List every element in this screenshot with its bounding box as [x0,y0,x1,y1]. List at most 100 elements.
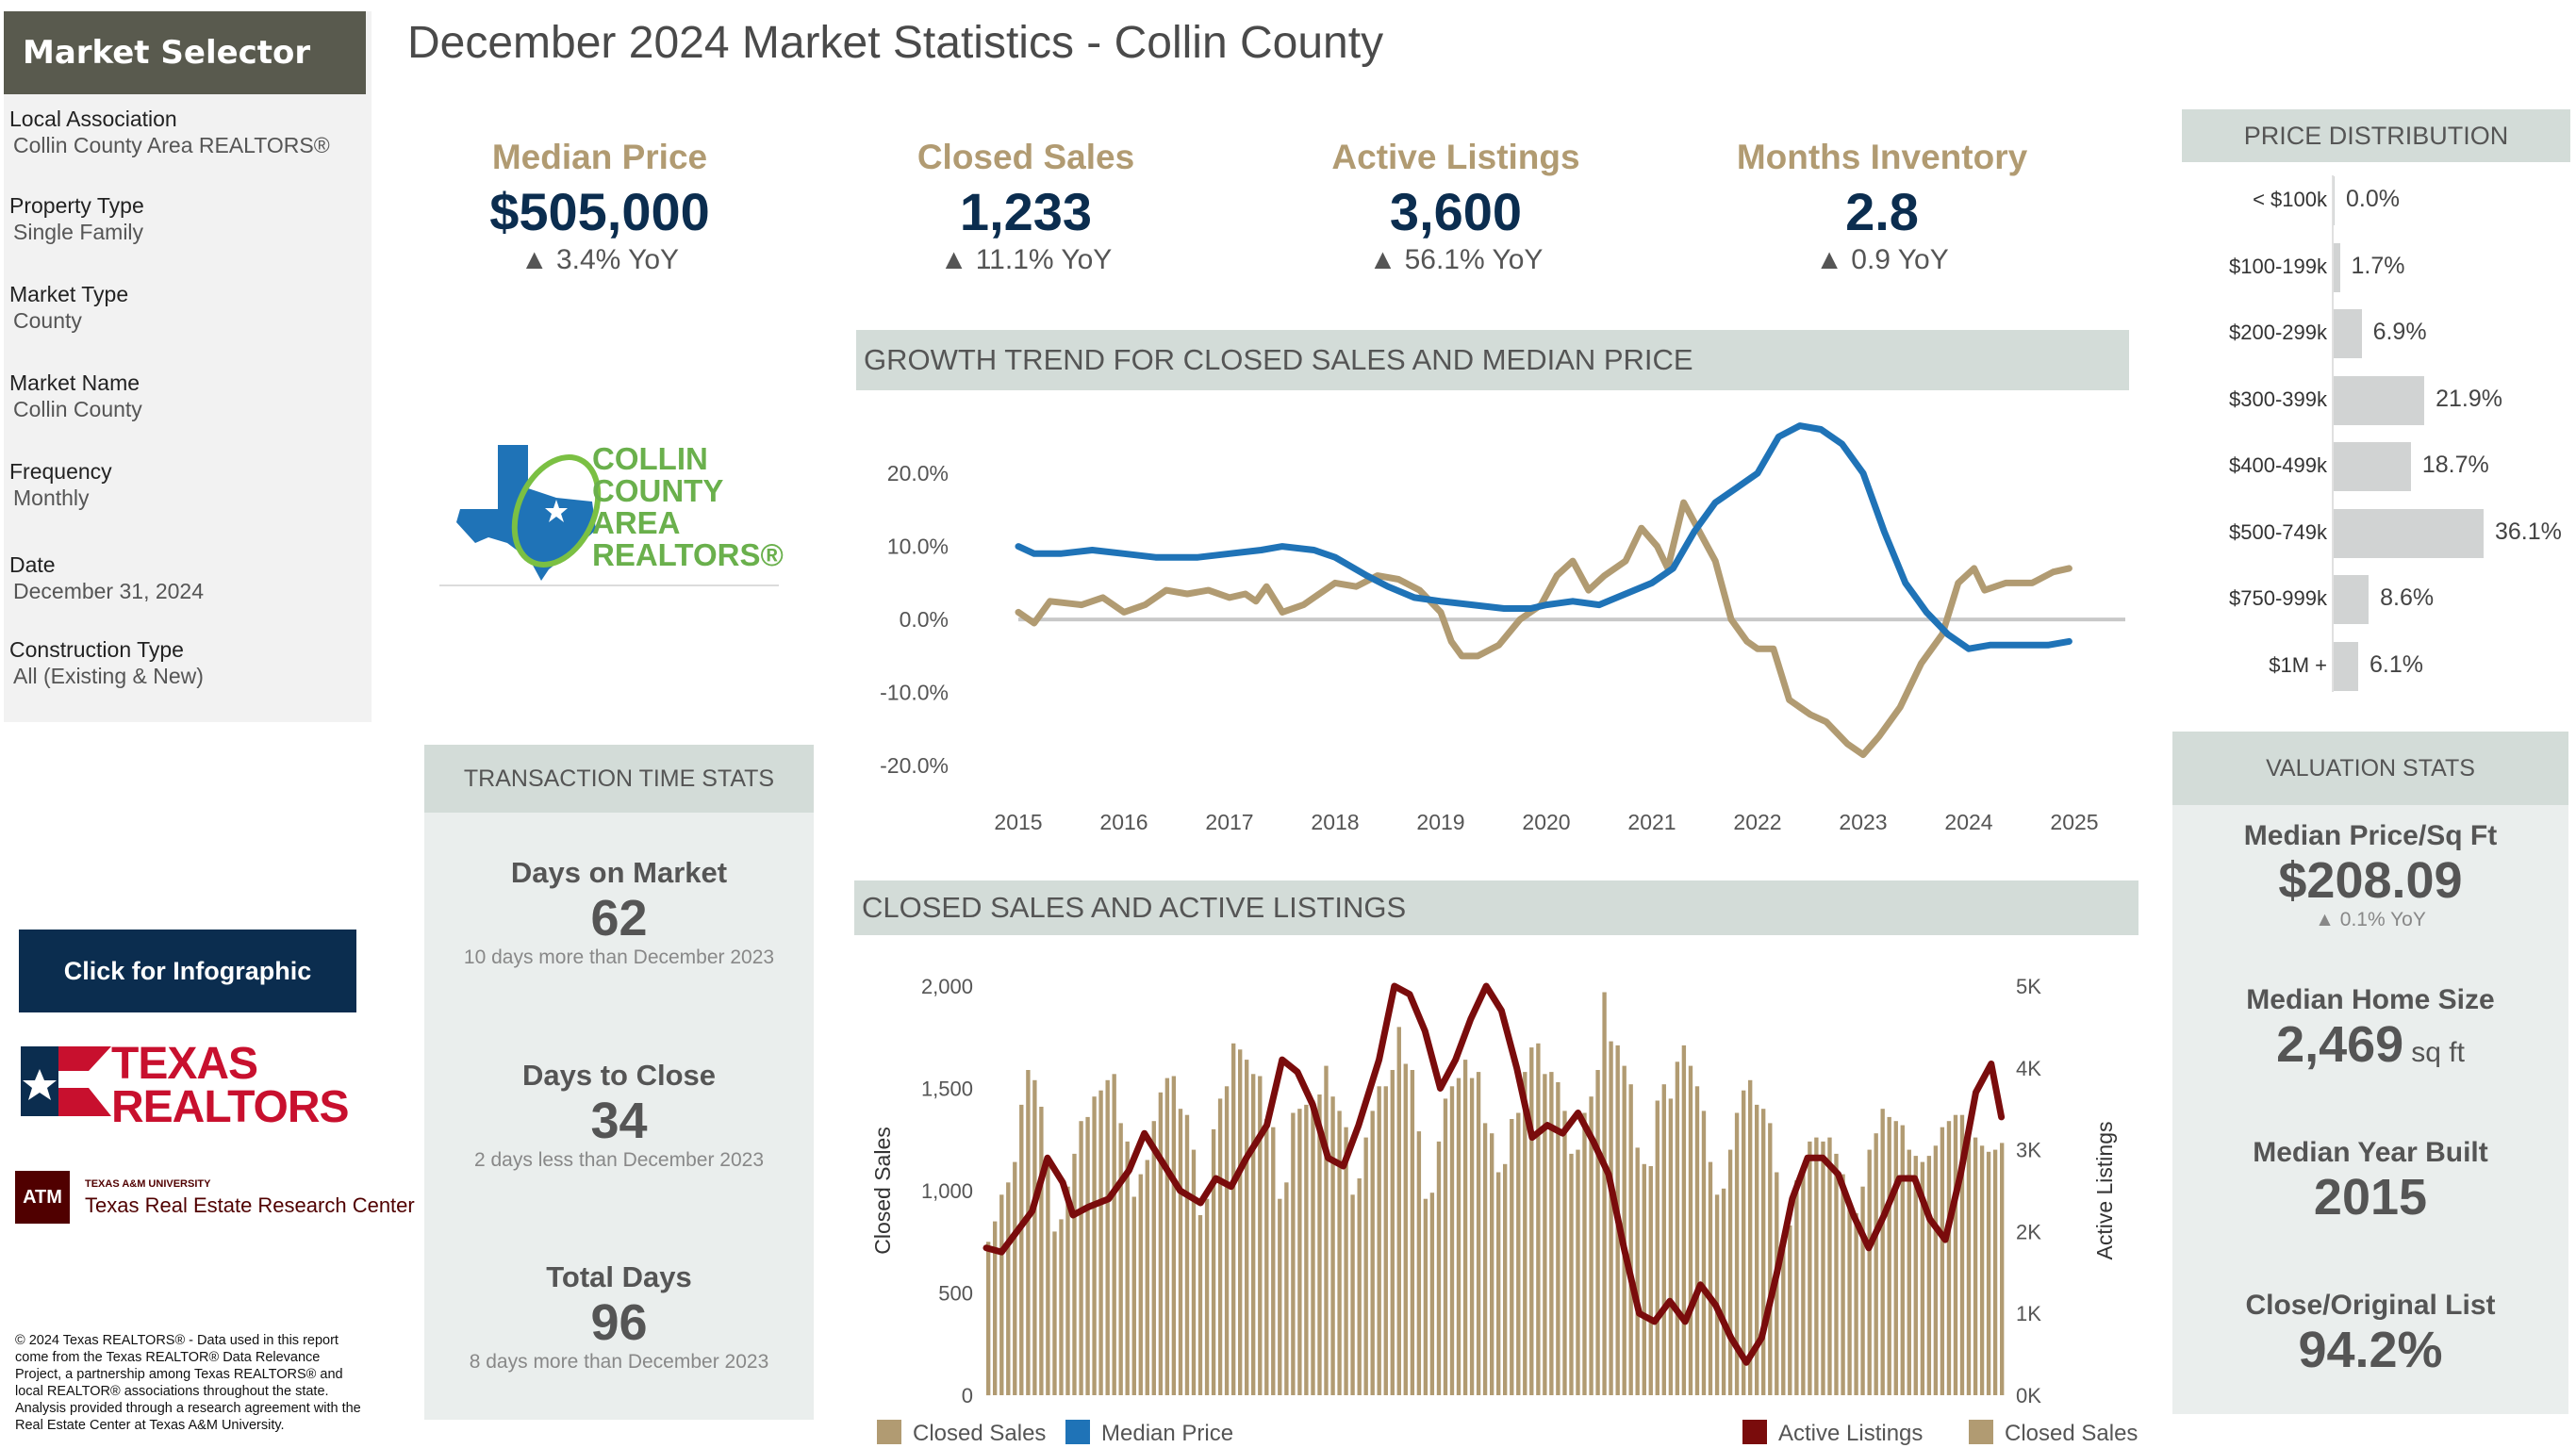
closed-sales-bar [1755,1104,1759,1395]
closed-sales-bar [1046,1156,1050,1395]
kpi-yoy: ▲ 3.4% YoY [520,244,680,275]
valuation-stats-title: VALUATION STATS [2172,732,2568,805]
closed-sales-bar [1324,1065,1329,1395]
closed-sales-bar [1396,1027,1401,1395]
stat-note: 10 days more than December 2023 [463,946,775,968]
price-distribution-row[interactable]: $400-499k 18.7% [2178,442,2574,491]
closed-sales-bar [1973,1137,1978,1395]
closed-sales-bar [1576,1149,1580,1395]
y-right-tick-label: 2K [2016,1220,2041,1243]
price-distribution-row[interactable]: $100-199k 1.7% [2178,242,2574,292]
price-distribution-title: PRICE DISTRIBUTION [2182,109,2570,162]
field-value[interactable]: Collin County [13,397,142,421]
closed-sales-bar [1112,1074,1116,1395]
price-distribution-category: $750-999k [2229,586,2327,610]
market-selector-title[interactable]: Market Selector [4,11,366,94]
valuation-label: Median Year Built [2253,1137,2488,1168]
valuation-price-per-sqft: Median Price/Sq Ft $208.09 ▲ 0.1% YoY [2172,820,2568,931]
closed-sales-bar [1118,1123,1123,1395]
kpi-yoy: ▲ 11.1% YoY [939,244,1113,275]
price-distribution-bar[interactable] [2333,641,2359,691]
growth-trend-header: GROWTH TREND FOR CLOSED SALES AND MEDIAN… [856,330,2129,390]
field-value[interactable]: Monthly [13,485,90,510]
closed-sales-bar [1344,1127,1348,1395]
closed-sales-bar [1490,1133,1494,1395]
texas-realtors-flag-icon [21,1046,111,1116]
legend-label: Active Listings [1778,1421,1923,1446]
valuation-label: Median Price/Sq Ft [2243,820,2498,851]
price-distribution-bar[interactable] [2333,375,2425,425]
closed-sales-bar [1462,1060,1468,1395]
logo-text-realtors: REALTORS [111,1082,350,1132]
y-left-tick-label: 500 [938,1282,973,1306]
field-value[interactable]: December 31, 2024 [13,579,205,603]
closed-sales-bar [1496,1172,1501,1395]
closed-sales-bar [1423,1198,1428,1395]
closed-sales-bar [1357,1178,1362,1395]
field-value[interactable]: Single Family [13,220,144,244]
field-value[interactable]: County [13,308,82,333]
valuation-value: $208.09 [2278,852,2463,909]
closed-sales-bar [1013,1161,1017,1395]
price-distribution-value: 6.1% [2370,650,2424,678]
closed-sales-bar [1536,1043,1541,1395]
kpi-value: $505,000 [489,182,710,241]
price-distribution-row[interactable]: $500-749k 36.1% [2178,508,2574,558]
price-distribution-category: $500-749k [2229,519,2327,544]
logo-line: AREA [592,505,681,540]
field-value[interactable]: All (Existing & New) [13,664,204,688]
transaction-stats-title: TRANSACTION TIME STATS [424,745,814,813]
y-tick-label: -20.0% [880,753,949,778]
price-distribution-row[interactable]: $200-299k 6.9% [2178,309,2574,358]
closed-sales-bar [1284,1182,1289,1395]
closed-sales-bar [1801,1168,1806,1395]
closed-sales-bar [999,1194,1004,1395]
field-value[interactable]: Collin County Area REALTORS® [13,133,330,157]
price-distribution-bar[interactable] [2333,176,2335,225]
closed-sales-header: CLOSED SALES AND ACTIVE LISTINGS [854,880,2138,935]
kpi-label: Active Listings [1331,138,1580,176]
x-tick-label: 2019 [1416,810,1464,834]
closed-sales-bar [1410,1070,1415,1395]
closed-sales-bar [1768,1123,1773,1395]
price-distribution-row[interactable]: $1M + 6.1% [2178,641,2574,691]
series-line-closed-sales [1015,499,2072,759]
closed-sales-chart: 2,000 1,500 1,000 500 0 5K 4K 3K 2K 1K 0K Closed Sa… [870,975,2138,1446]
price-distribution-bar[interactable] [2333,242,2340,292]
price-distribution-bar[interactable] [2333,442,2411,491]
price-distribution-row[interactable]: $300-399k 21.9% [2178,375,2574,425]
y-right-axis-label: Active Listings [2092,1121,2117,1259]
closed-sales-bar [1694,1086,1700,1395]
closed-sales-bar [1589,1096,1593,1395]
closed-sales-bar [1510,1119,1514,1395]
price-distribution-row[interactable]: < $100k 0.0% [2178,176,2574,225]
legend-swatch [1742,1420,1767,1444]
closed-sales-bar [1582,1112,1587,1395]
closed-sales-bar [1482,1123,1488,1395]
closed-sales-bar [1217,1098,1223,1395]
valuation-close-original-list: Close/Original List 94.2% [2172,1290,2568,1378]
growth-trend-chart: 20.0% 10.0% 0.0% -10.0% -20.0% 2015 2016 2017 20… [880,422,2125,834]
closed-sales-bar [1748,1079,1753,1395]
price-distribution-bar[interactable] [2333,575,2370,624]
y-tick-label: 10.0% [887,535,949,559]
closed-sales-bar [1622,1065,1627,1395]
y-left-tick-label: 0 [962,1384,973,1407]
infographic-button[interactable]: Click for Infographic [19,930,356,1012]
price-distribution-bar[interactable] [2333,508,2484,558]
price-distribution-row[interactable]: $750-999k 8.6% [2178,575,2574,624]
closed-sales-bar [1986,1151,1991,1395]
stat-label: Total Days [546,1260,692,1293]
texas-realtors-logo: TEXAS REALTORS [13,1042,350,1130]
closed-sales-bar [1065,1186,1070,1395]
kpi-value: 1,233 [959,182,1093,241]
closed-sales-bar [1781,1235,1786,1395]
closed-sales-bar [1549,1072,1554,1395]
closed-sales-bar [1171,1076,1177,1395]
price-distribution-bar[interactable] [2333,309,2362,358]
closed-sales-bar [1992,1149,1998,1395]
field-label: Market Name [9,370,140,395]
closed-sales-bar [1264,1119,1269,1395]
legend-label: Median Price [1101,1421,1233,1446]
closed-sales-bar [1880,1109,1885,1395]
